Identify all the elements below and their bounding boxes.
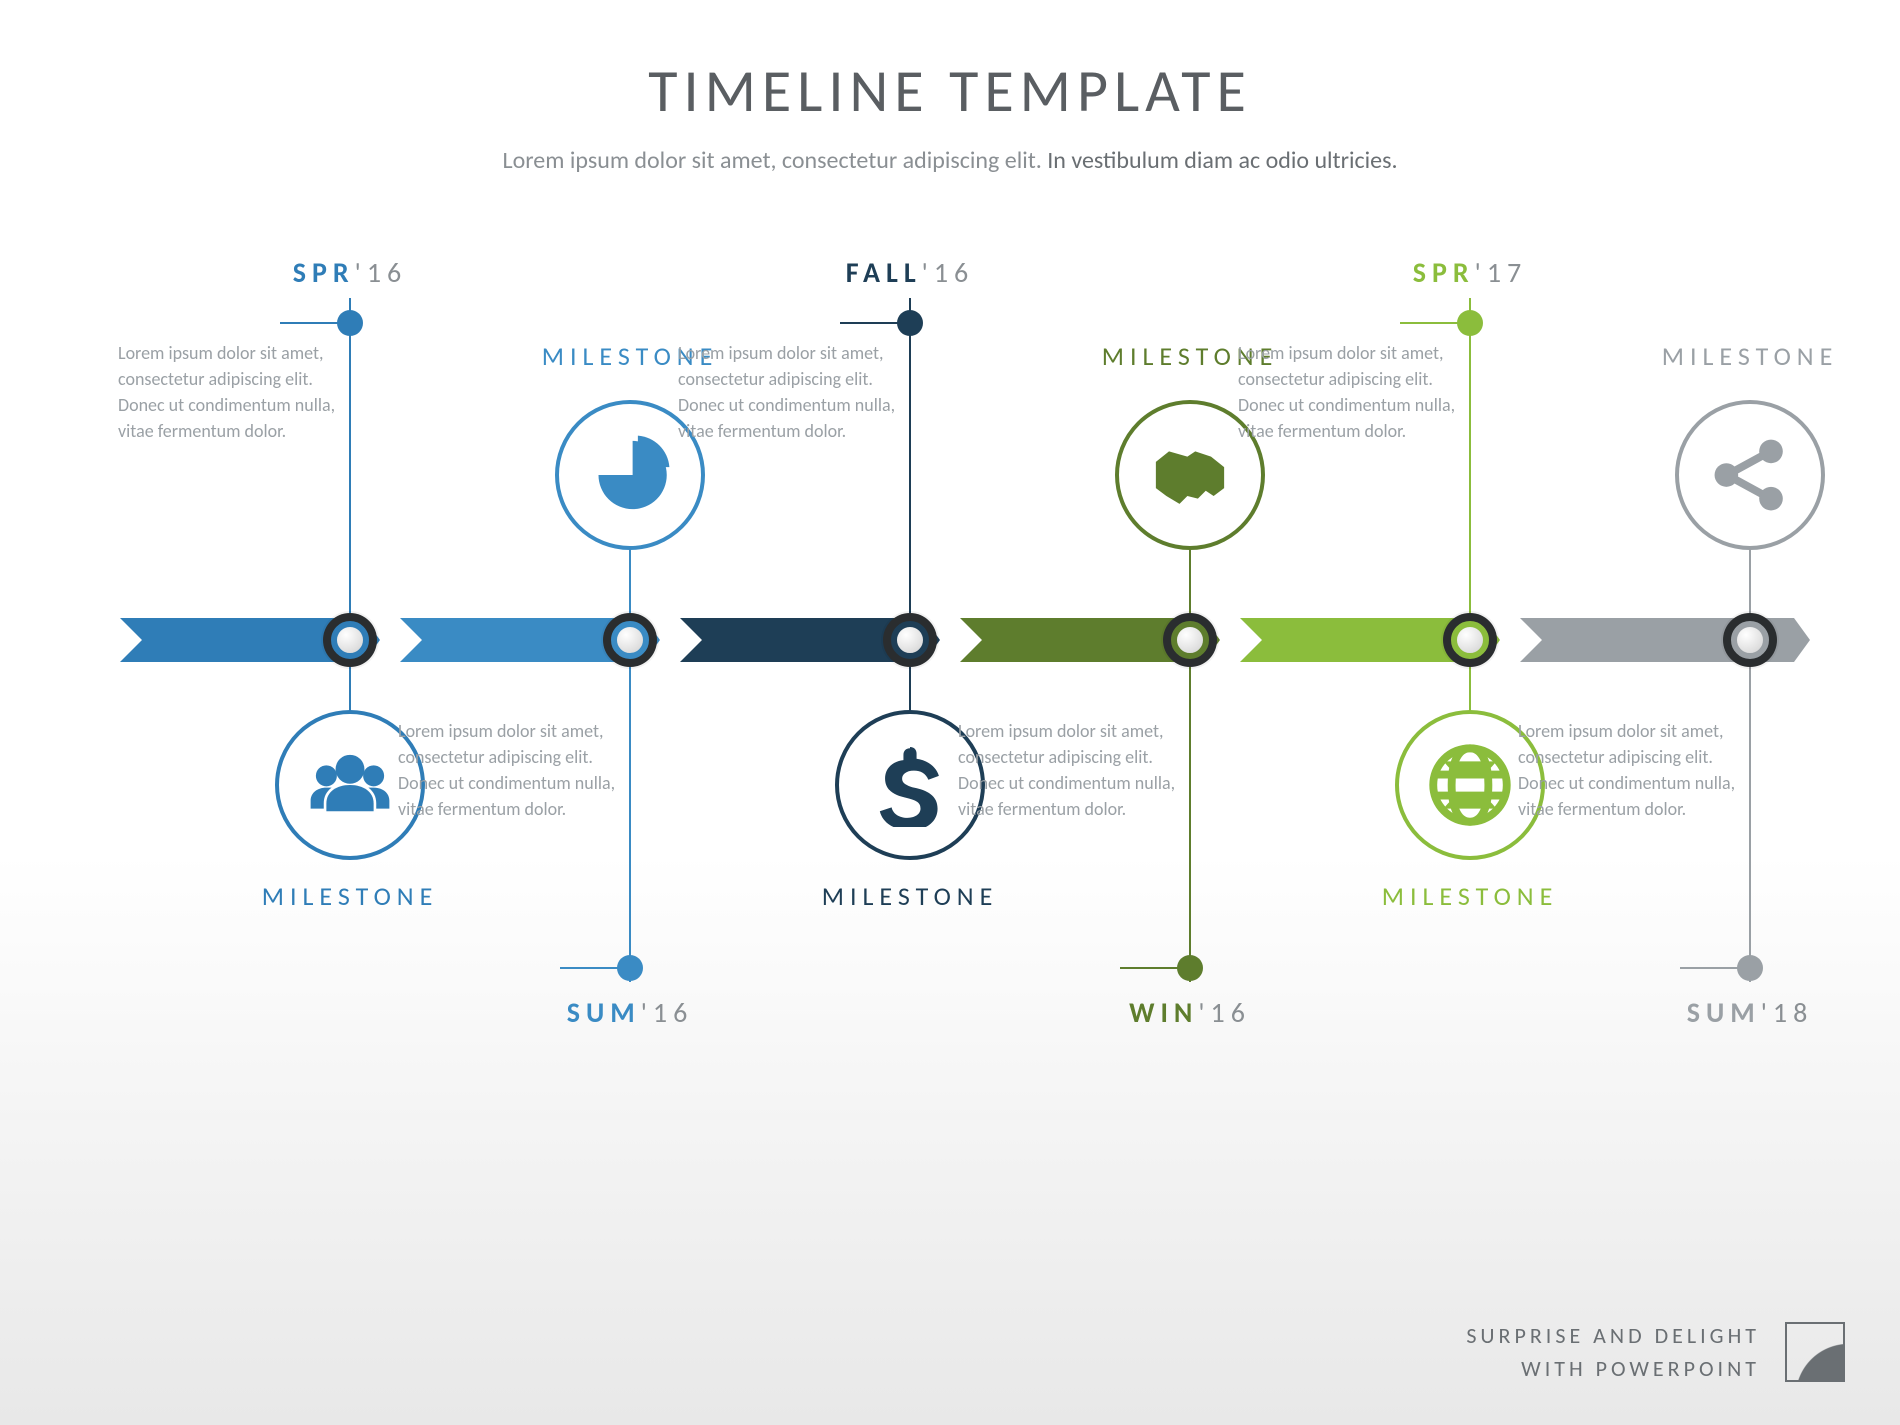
milestone-label: MILESTONE <box>1662 340 1839 372</box>
connector-up <box>1469 298 1471 613</box>
brand-logo-icon <box>1785 1322 1845 1382</box>
milestone-description: Lorem ipsum dolor sit amet, consectetur … <box>678 340 908 444</box>
lead-line <box>1400 322 1470 324</box>
connector-up <box>1189 548 1191 613</box>
lead-line <box>280 322 350 324</box>
connector-up <box>909 298 911 613</box>
share-icon <box>1675 400 1825 550</box>
footer-line1: SURPRISE AND DELIGHT <box>1466 1319 1760 1352</box>
milestone-description: Lorem ipsum dolor sit amet, consectetur … <box>958 718 1188 822</box>
axis-node <box>323 613 377 667</box>
date-label: SPR'16 <box>293 255 407 290</box>
connector-down <box>629 667 631 982</box>
footer: SURPRISE AND DELIGHT WITH POWERPOINT <box>1466 1319 1845 1385</box>
page-subtitle: Lorem ipsum dolor sit amet, consectetur … <box>0 146 1900 175</box>
connector-down <box>1189 667 1191 982</box>
subtitle-bold: In vestibulum diam ac odio ultricies. <box>1047 146 1397 175</box>
lead-line <box>1680 967 1750 969</box>
date-label: WIN'16 <box>1129 995 1251 1030</box>
lead-line <box>560 967 630 969</box>
date-label: FALL'16 <box>846 255 974 290</box>
date-label: SUM'16 <box>567 995 694 1030</box>
milestone-description: Lorem ipsum dolor sit amet, consectetur … <box>398 718 628 822</box>
connector-down <box>1749 667 1751 982</box>
axis-node <box>603 613 657 667</box>
lead-line <box>840 322 910 324</box>
milestone-description: Lorem ipsum dolor sit amet, consectetur … <box>1238 340 1468 444</box>
axis-node <box>1163 613 1217 667</box>
milestone-description: Lorem ipsum dolor sit amet, consectetur … <box>1518 718 1748 822</box>
lead-line <box>1120 967 1190 969</box>
milestone-label: MILESTONE <box>262 880 439 912</box>
axis-node <box>1723 613 1777 667</box>
axis-node <box>1443 613 1497 667</box>
subtitle-plain: Lorem ipsum dolor sit amet, consectetur … <box>502 146 1047 175</box>
date-label: SUM'18 <box>1687 995 1814 1030</box>
connector-up <box>1749 548 1751 613</box>
date-label: SPR'17 <box>1413 255 1527 290</box>
connector-up <box>629 548 631 613</box>
milestone-description: Lorem ipsum dolor sit amet, consectetur … <box>118 340 348 444</box>
milestone-label: MILESTONE <box>1382 880 1559 912</box>
milestone-label: MILESTONE <box>822 880 999 912</box>
footer-line2: WITH POWERPOINT <box>1466 1352 1760 1385</box>
connector-up <box>349 298 351 613</box>
page-title: TIMELINE TEMPLATE <box>0 0 1900 128</box>
axis-node <box>883 613 937 667</box>
